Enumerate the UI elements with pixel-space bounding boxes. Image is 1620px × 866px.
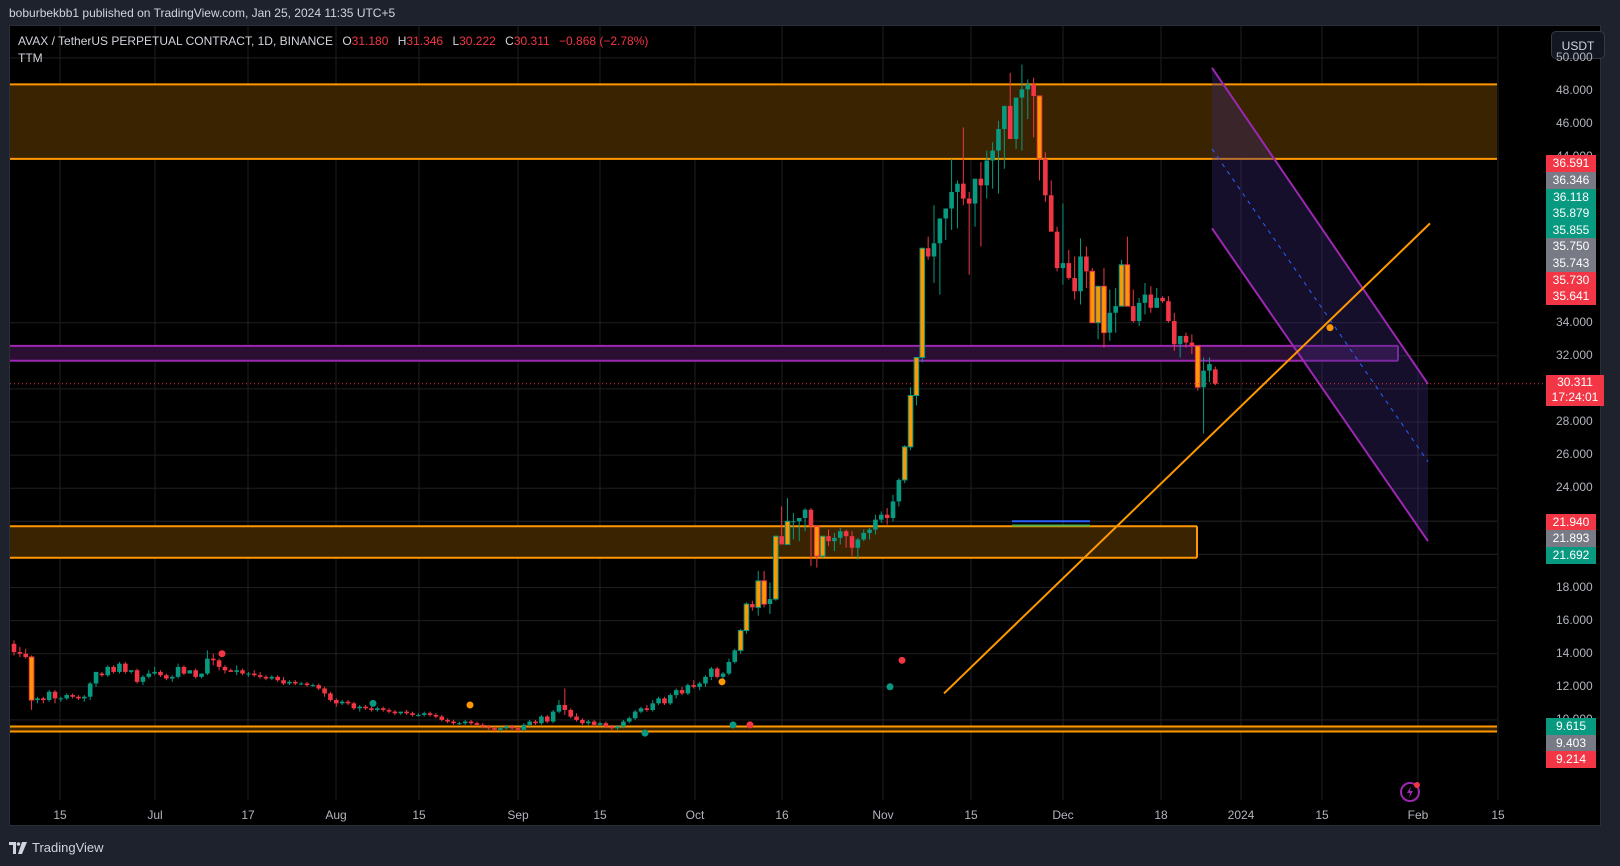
price-badge: 9.615 — [1546, 718, 1596, 735]
time-tick: 15 — [964, 808, 978, 822]
price-badge: 35.641 — [1546, 288, 1596, 305]
price-tick: 16.000 — [1556, 612, 1593, 627]
time-tick: 17 — [241, 808, 255, 822]
trendline[interactable] — [943, 222, 1431, 695]
price-tick: 24.000 — [1556, 480, 1593, 495]
low-value: 30.222 — [459, 34, 496, 48]
symbol-title[interactable]: AVAX / TetherUS PERPETUAL CONTRACT, 1D, … — [18, 34, 333, 48]
purple-zone[interactable] — [10, 345, 1398, 361]
price-badge: 36.118 — [1546, 189, 1596, 206]
time-tick: 15 — [1491, 808, 1505, 822]
price-badge: 35.879 — [1546, 205, 1596, 222]
open-value: 31.180 — [351, 34, 389, 48]
tradingview-logo-icon — [9, 841, 27, 854]
tradingview-brand[interactable]: TradingView — [9, 840, 104, 855]
price-badge: 21.893 — [1546, 530, 1596, 547]
close-value: 30.311 — [513, 34, 550, 48]
lightning-icon[interactable] — [1399, 780, 1423, 809]
indicator-ttm-label[interactable]: TTM — [18, 51, 43, 65]
time-tick: Feb — [1407, 808, 1429, 822]
price-badge: 35.743 — [1546, 255, 1596, 272]
price-badge: 21.692 — [1546, 547, 1596, 564]
last-price-badge: 30.311 17:24:01 — [1546, 375, 1604, 406]
time-tick: Sep — [507, 808, 529, 822]
price-tick: 48.000 — [1556, 83, 1593, 97]
price-badge: 35.750 — [1546, 238, 1596, 255]
time-tick: Aug — [325, 808, 347, 822]
support-zone-bottom[interactable] — [10, 726, 1497, 732]
price-tick: 32.000 — [1556, 347, 1593, 362]
price-tick: 28.000 — [1556, 414, 1593, 428]
resistance-zone-top[interactable] — [10, 84, 1497, 159]
price-tick: 26.000 — [1556, 447, 1593, 462]
price-badge: 21.940 — [1546, 514, 1596, 531]
time-tick: Oct — [685, 808, 705, 822]
currency-button[interactable]: USDT — [1551, 31, 1605, 59]
price-badge: 35.730 — [1546, 272, 1596, 289]
price-badge: 9.403 — [1546, 735, 1596, 752]
price-badge: 36.346 — [1546, 172, 1596, 189]
high-value: 31.346 — [406, 34, 444, 48]
time-tick: Nov — [872, 808, 894, 822]
time-tick: 15 — [593, 808, 607, 822]
change-value: −0.868 (−2.78%) — [559, 34, 649, 48]
time-tick: 15 — [53, 808, 67, 822]
time-tick: Dec — [1052, 808, 1074, 822]
time-tick: 18 — [1154, 808, 1168, 822]
time-tick: 16 — [775, 808, 789, 822]
time-tick: 2024 — [1227, 808, 1255, 822]
price-badge: 36.591 — [1546, 155, 1596, 172]
time-tick: 15 — [412, 808, 426, 822]
time-tick: Jul — [147, 808, 163, 822]
price-tick: 18.000 — [1556, 579, 1593, 594]
price-tick: 50.000 — [1556, 49, 1593, 64]
support-zone-mid[interactable] — [10, 526, 1197, 558]
price-tick: 12.000 — [1556, 678, 1593, 693]
published-caption: boburbekbb1 published on TradingView.com… — [9, 6, 396, 20]
price-badge: 9.214 — [1546, 751, 1596, 768]
price-tick: 34.000 — [1556, 314, 1593, 329]
time-tick: 15 — [1315, 808, 1329, 822]
price-badge: 35.855 — [1546, 222, 1596, 239]
price-tick: 46.000 — [1556, 116, 1593, 131]
price-tick: 14.000 — [1556, 645, 1593, 660]
ohlc-legend: AVAX / TetherUS PERPETUAL CONTRACT, 1D, … — [18, 34, 649, 48]
